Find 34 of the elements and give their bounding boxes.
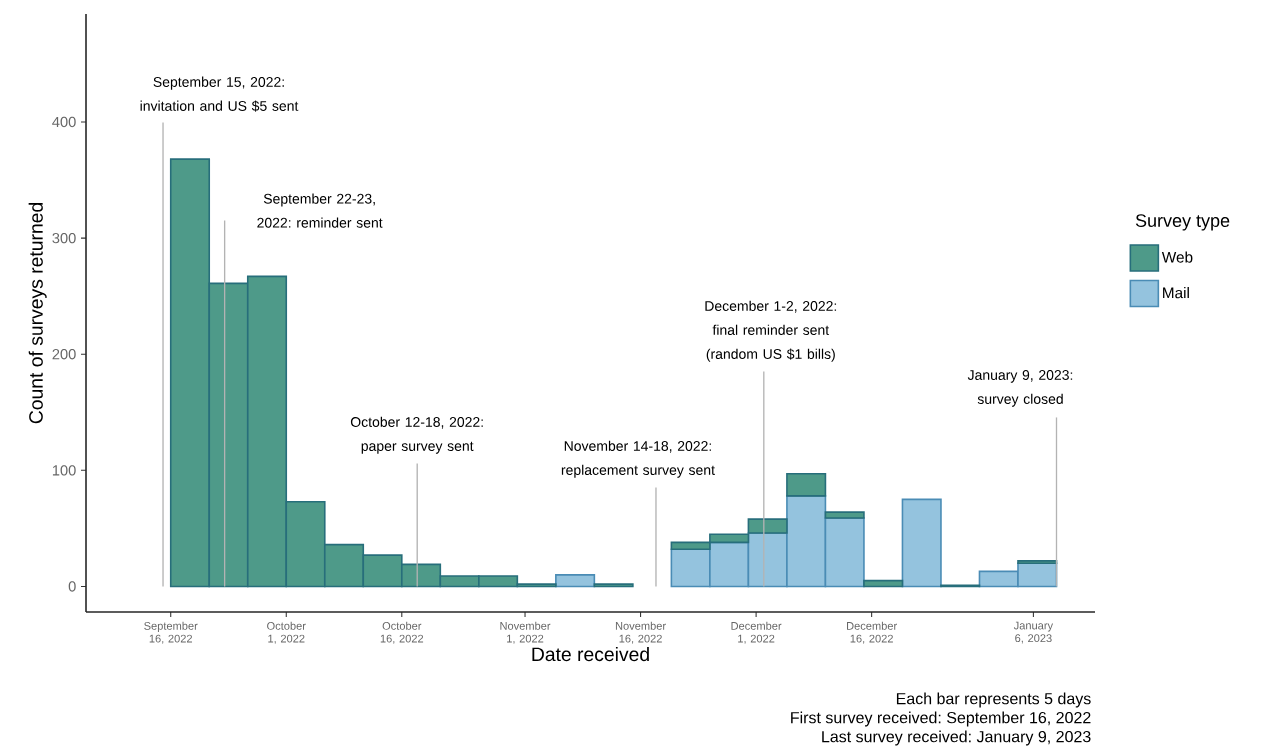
y-tick-label: 300 — [52, 232, 76, 244]
x-tick-label: October 16, 2022 — [380, 621, 424, 644]
ref-line-label: September 15, 2022: invitation and US $5 sent — [140, 76, 299, 112]
y-tick-label: 100 — [52, 465, 76, 476]
y-tick-label: 400 — [52, 116, 76, 128]
bar — [824, 511, 865, 519]
x-tick-label: October 1, 2022 — [267, 621, 306, 644]
text: Each bar represents 5 days — [896, 692, 1091, 708]
legend-label: Mail — [1163, 287, 1189, 299]
legend-title: Survey type — [1135, 214, 1230, 231]
ref-line-label: September 22-23, 2022: reminder sent — [257, 193, 383, 228]
y-axis-title: Count of surveys returned — [28, 203, 47, 424]
x-tick-label: November 1, 2022 — [500, 621, 551, 644]
x-tick-label: January 6, 2023 — [1013, 621, 1054, 644]
ref-line-label: November 14-18, 2022: replacement survey sent — [561, 440, 715, 478]
legend-label: Web — [1161, 251, 1193, 263]
bar — [555, 574, 596, 588]
ref-line-label: January 9, 2023: survey closed — [967, 370, 1073, 407]
bar — [593, 583, 634, 588]
ref-line-label: December 1-2, 2022: final reminder sent (random US $1 bills) — [705, 300, 837, 362]
y-tick-label: 200 — [52, 349, 76, 360]
x-tick-label: December 1, 2022 — [731, 621, 782, 644]
text: First survey received: September 16, 2022 — [791, 711, 1091, 727]
bar — [786, 473, 827, 497]
x-tick-label: November 16, 2022 — [615, 621, 666, 644]
x-axis-title: Date received — [532, 646, 649, 662]
y-tick-label: 0 — [68, 581, 76, 592]
ref-line-label: October 12-18, 2022: paper survey sent — [350, 416, 483, 454]
bar — [901, 498, 942, 588]
bar — [863, 579, 904, 588]
text: Last survey received: January 9, 2023 — [822, 730, 1091, 746]
x-tick-label: September 16, 2022 — [144, 621, 198, 644]
bar — [1017, 560, 1058, 565]
x-tick-label: December 16, 2022 — [847, 621, 897, 644]
